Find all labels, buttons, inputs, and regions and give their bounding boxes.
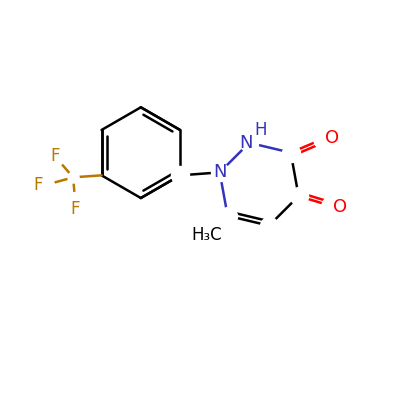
- Text: H: H: [254, 121, 267, 139]
- Text: H₃C: H₃C: [192, 226, 222, 244]
- Text: F: F: [33, 176, 42, 194]
- Text: F: F: [70, 200, 80, 218]
- Text: N: N: [213, 163, 226, 181]
- Text: F: F: [51, 147, 60, 165]
- Text: N: N: [240, 134, 253, 152]
- Text: O: O: [325, 129, 339, 147]
- Text: O: O: [332, 198, 347, 216]
